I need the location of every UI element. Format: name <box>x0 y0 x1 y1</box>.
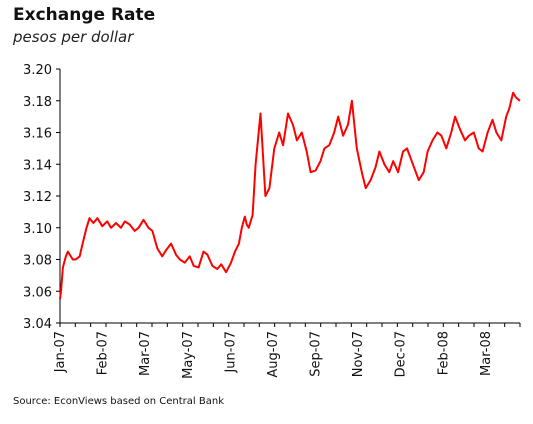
x-tick-label: Aug-07 <box>266 331 281 378</box>
source-note: Source: EconViews based on Central Bank <box>13 396 224 407</box>
x-tick-label: Jun-07 <box>223 331 238 374</box>
y-tick-label: 3.16 <box>23 127 52 142</box>
y-tick-label: 3.18 <box>23 95 52 110</box>
x-tick-label: Feb-07 <box>96 331 111 375</box>
x-tick-label: Mar-08 <box>479 331 494 376</box>
y-tick-label: 3.14 <box>23 158 52 173</box>
x-tick-label: May-07 <box>181 331 196 379</box>
x-tick-label: Jan-07 <box>53 331 68 373</box>
x-tick-label: Sep-07 <box>309 331 324 377</box>
y-tick-label: 3.10 <box>23 222 52 237</box>
y-tick-label: 3.04 <box>23 317 52 332</box>
y-tick-label: 3.12 <box>23 190 52 205</box>
exchange-rate-series-line <box>59 91 521 300</box>
y-tick-label: 3.08 <box>23 254 52 269</box>
x-tick-label: Dec-07 <box>394 331 409 377</box>
chart-title: Exchange Rate <box>13 5 156 25</box>
x-tick-label: Nov-07 <box>351 331 366 377</box>
y-tick-label: 3.06 <box>23 285 52 300</box>
y-tick-label: 3.20 <box>23 63 52 78</box>
x-tick-label: Feb-08 <box>436 331 451 375</box>
chart-subtitle: pesos per dollar <box>13 28 134 46</box>
x-tick-label: Mar-07 <box>138 331 153 376</box>
